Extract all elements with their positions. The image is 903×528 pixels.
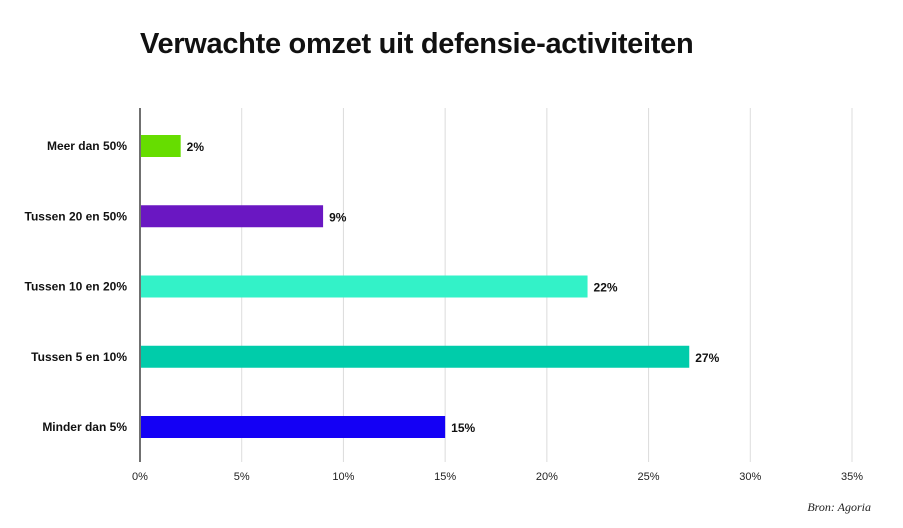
chart-title: Verwachte omzet uit defensie-activiteite… — [140, 28, 694, 60]
x-tick-label: 0% — [132, 471, 148, 483]
data-label: 27% — [695, 351, 719, 365]
data-label: 2% — [187, 140, 205, 154]
x-tick-label: 25% — [638, 471, 660, 483]
data-label: 15% — [451, 421, 475, 435]
x-tick-labels: 0% 5% 10% 15% 20% 25% 30% 35% — [132, 471, 863, 483]
category-label: Tussen 20 en 50% — [25, 209, 128, 223]
bar — [141, 205, 324, 228]
data-label: 22% — [594, 281, 618, 295]
category-label: Meer dan 50% — [47, 139, 127, 153]
category-labels: Meer dan 50% Tussen 20 en 50% Tussen 10 en… — [25, 139, 128, 434]
x-tick-label: 30% — [739, 471, 761, 483]
value-labels: 2% 9% 22% 27% 15% — [187, 140, 720, 435]
x-tick-label: 35% — [841, 471, 863, 483]
bars — [141, 135, 690, 438]
bar — [141, 135, 181, 157]
x-tick-label: 10% — [332, 471, 354, 483]
category-label: Minder dan 5% — [42, 420, 127, 434]
bar — [141, 345, 690, 368]
x-tick-label: 15% — [434, 471, 456, 483]
bar — [141, 275, 588, 298]
x-tick-label: 20% — [536, 471, 558, 483]
category-label: Tussen 10 en 20% — [25, 280, 128, 294]
data-label: 9% — [329, 210, 347, 224]
source-note: Bron: Agoria — [807, 500, 871, 514]
category-label: Tussen 5 en 10% — [31, 350, 127, 364]
x-tick-label: 5% — [234, 471, 250, 483]
bar — [141, 416, 446, 438]
